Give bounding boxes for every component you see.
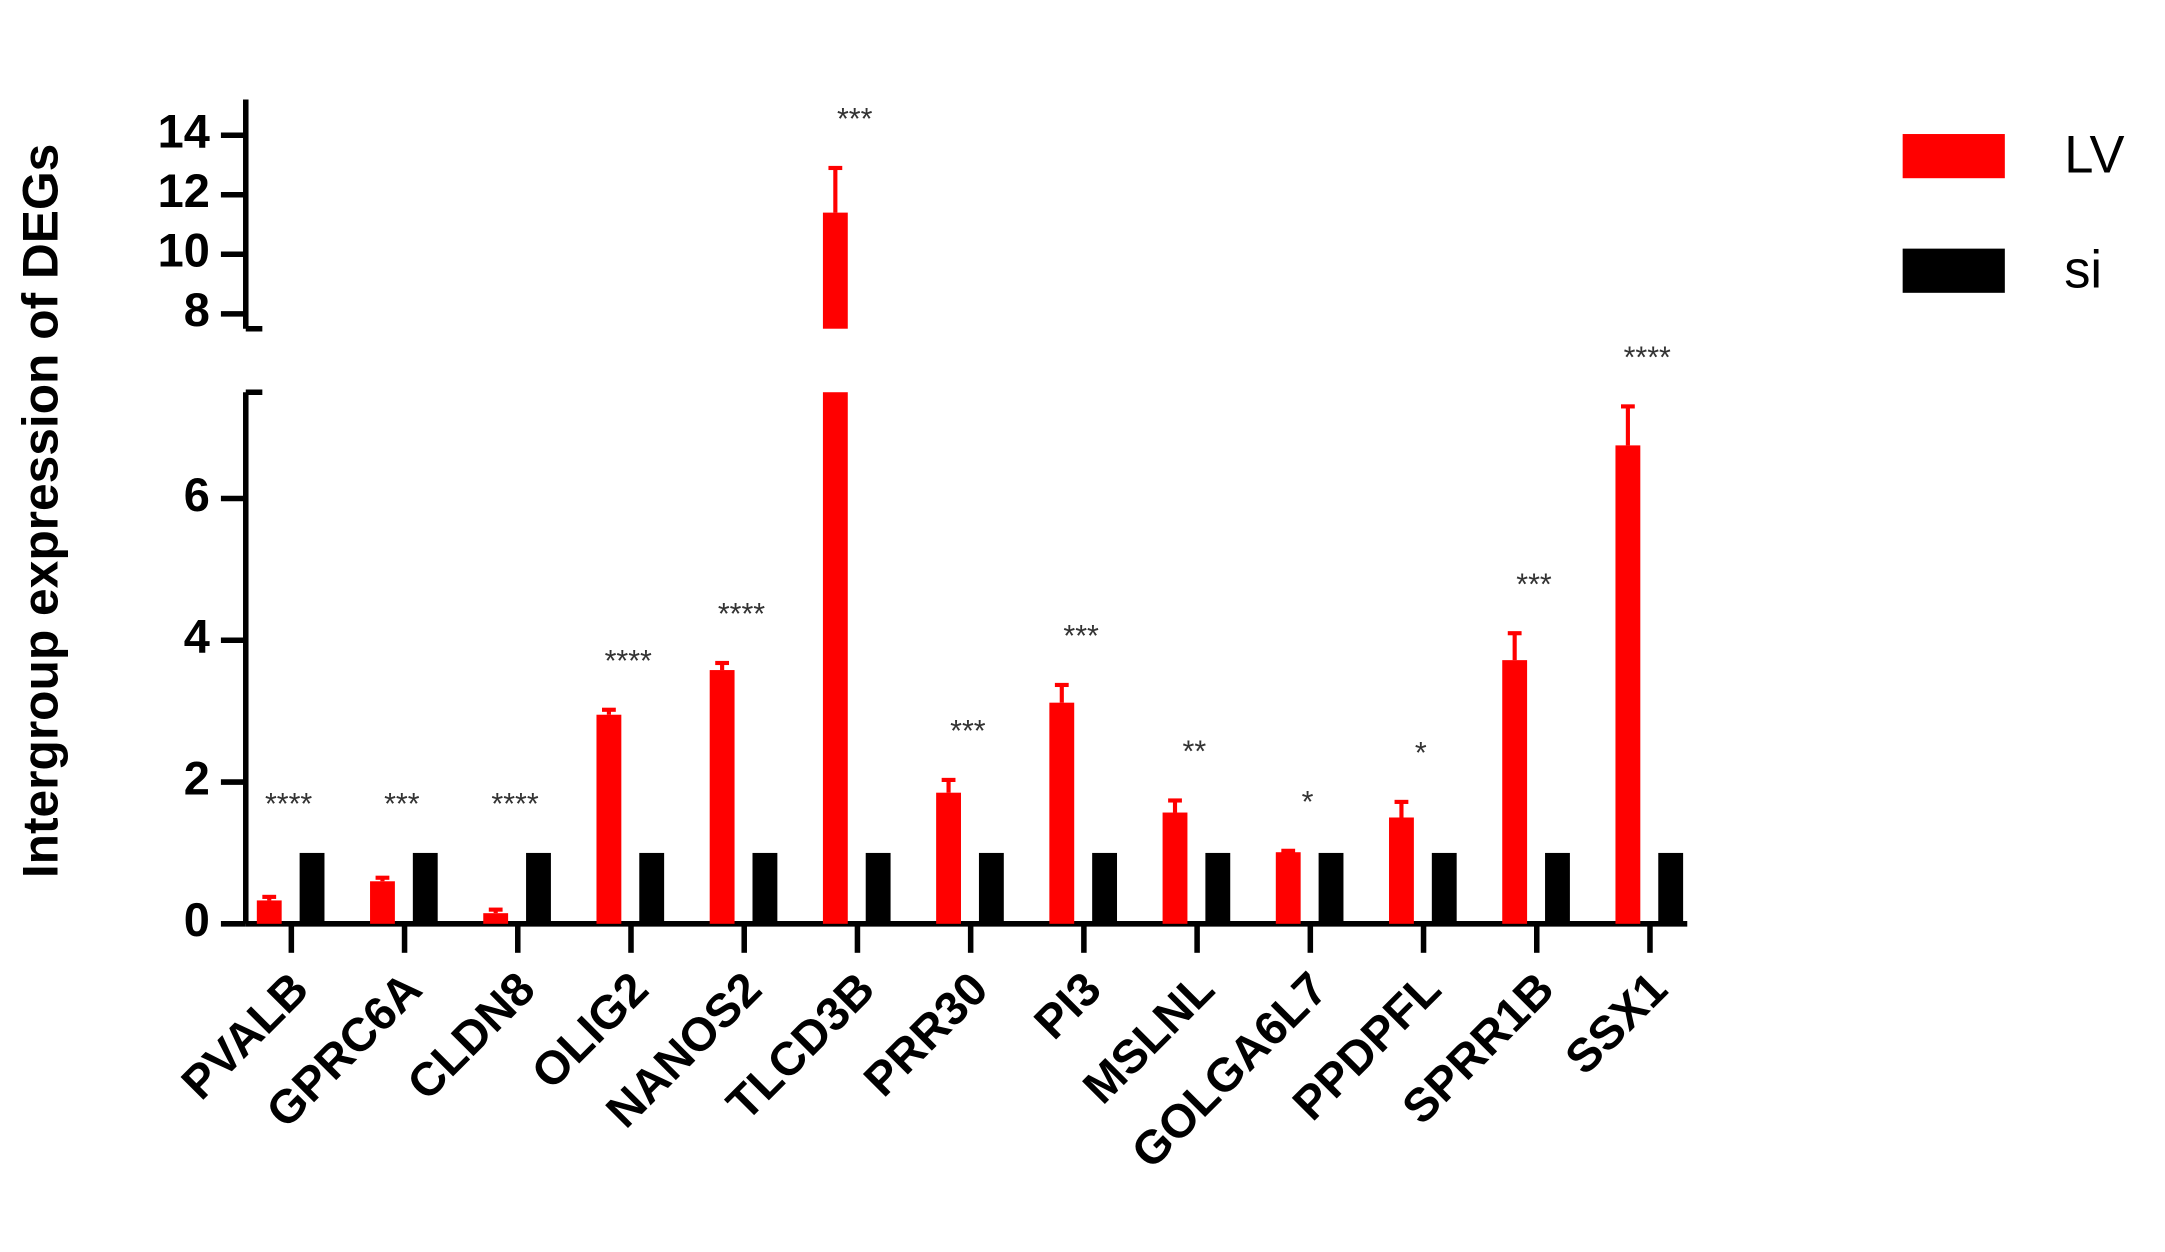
significance-label: **** — [265, 788, 312, 821]
bar — [256, 900, 282, 924]
y-tick-label: 6 — [184, 469, 210, 521]
y-tick-label: 10 — [158, 225, 210, 277]
legend-swatch — [1902, 134, 2005, 179]
legend-label: si — [2064, 241, 2102, 299]
bar — [526, 852, 551, 924]
bar — [639, 852, 665, 924]
significance-label: **** — [1624, 341, 1671, 374]
significance-label: *** — [1063, 620, 1099, 653]
bar — [370, 881, 395, 924]
significance-label: * — [1302, 786, 1314, 819]
y-tick-label: 8 — [184, 284, 210, 336]
y-tick-label: 2 — [184, 752, 210, 804]
bar — [1389, 817, 1414, 924]
bar — [1658, 852, 1684, 924]
bar — [1431, 852, 1457, 924]
significance-label: *** — [1516, 568, 1552, 601]
y-axis-label: Intergroup expression of DEGs — [12, 144, 68, 878]
bar — [412, 852, 438, 924]
bar — [822, 392, 848, 924]
bar — [1092, 852, 1118, 924]
bar — [1615, 445, 1641, 924]
bar — [936, 792, 961, 924]
legend-label: LV — [2064, 127, 2124, 185]
bar — [1318, 852, 1344, 924]
x-tick-label: PRR30 — [854, 962, 998, 1106]
x-tick-label: PI3 — [1024, 962, 1111, 1049]
bar — [865, 852, 891, 924]
bar — [596, 714, 622, 924]
y-tick-label: 0 — [184, 894, 210, 946]
bar — [1049, 702, 1075, 924]
significance-label: **** — [718, 598, 765, 631]
bar — [1502, 660, 1528, 924]
bar — [709, 670, 735, 924]
bar — [978, 852, 1004, 924]
significance-label: **** — [491, 788, 538, 821]
y-tick-label: 4 — [184, 611, 210, 663]
bar — [483, 913, 509, 924]
x-tick-label: CLDN8 — [397, 962, 544, 1109]
significance-label: ** — [1183, 736, 1207, 769]
significance-label: *** — [950, 715, 986, 748]
significance-label: *** — [837, 103, 873, 136]
bar — [752, 852, 778, 924]
significance-label: * — [1415, 737, 1427, 770]
bar — [1205, 852, 1231, 924]
bar — [822, 212, 848, 329]
bar — [1275, 852, 1301, 924]
significance-label: *** — [384, 788, 420, 821]
y-tick-label: 12 — [158, 165, 210, 217]
legend-swatch — [1902, 248, 2005, 293]
bar — [1162, 812, 1188, 924]
y-tick-label: 14 — [158, 106, 210, 158]
x-tick-label: SSX1 — [1555, 962, 1677, 1084]
bar — [1545, 852, 1570, 924]
bar — [299, 852, 325, 924]
significance-label: **** — [605, 645, 652, 678]
